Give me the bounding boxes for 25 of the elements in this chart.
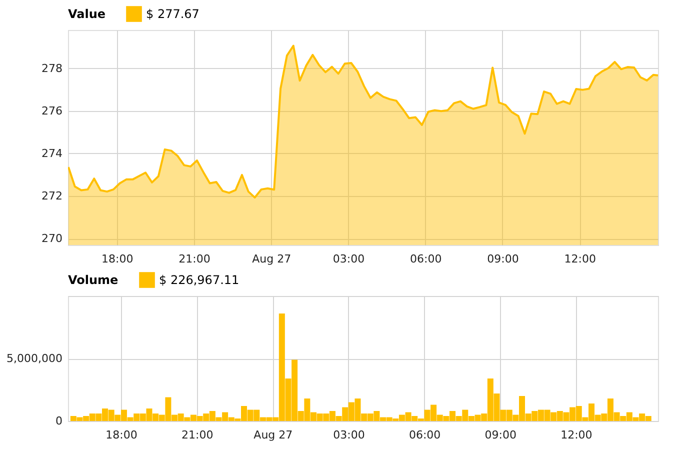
x-tick-label: 12:00 [564, 252, 596, 266]
x-tick-label: 06:00 [408, 428, 441, 442]
y-tick-label: 270 [42, 232, 62, 246]
legend-label: $ 226,967.11 [159, 273, 240, 287]
legend-title: Volume [68, 273, 118, 287]
x-tick-label: 03:00 [333, 428, 365, 442]
legend-title: Value [68, 7, 106, 21]
x-tick-label: 03:00 [332, 252, 365, 266]
x-tick-label: 21:00 [178, 252, 210, 266]
x-tick-label: 18:00 [106, 428, 138, 442]
y-tick-label: 274 [42, 146, 62, 160]
x-tick-label: Aug 27 [254, 428, 293, 442]
x-tick-label: 18:00 [101, 252, 134, 266]
x-tick-label: 09:00 [484, 428, 516, 442]
y-tick-label: 272 [42, 190, 62, 203]
x-tick-label: Aug 27 [252, 252, 292, 266]
y-tick-label: 276 [42, 104, 62, 118]
y-tick-label: 5,000,000 [6, 352, 62, 365]
x-tick-label: 12:00 [560, 428, 592, 442]
x-tick-label: 06:00 [410, 252, 442, 266]
y-tick-label: 0 [56, 414, 62, 428]
x-tick-label: 21:00 [181, 428, 214, 442]
legend-label: $ 277.67 [146, 7, 200, 21]
x-tick-label: 09:00 [487, 252, 519, 266]
y-tick-label: 278 [42, 62, 62, 75]
